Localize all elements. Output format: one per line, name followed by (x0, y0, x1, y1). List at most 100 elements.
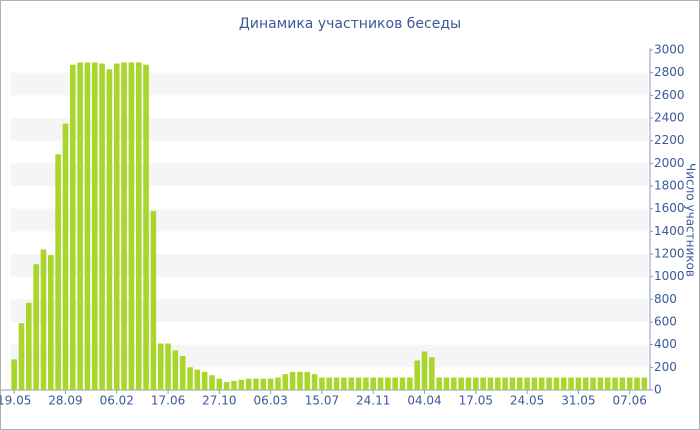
bar (260, 378, 267, 390)
bar (516, 377, 523, 390)
y-tick-label: 800 (654, 292, 677, 306)
bar (524, 377, 530, 390)
x-tick-label: 06.03 (253, 394, 287, 408)
bar (91, 62, 98, 390)
y-tick-label: 1400 (654, 224, 685, 238)
bar (538, 377, 545, 390)
y-tick-label: 400 (654, 337, 677, 351)
y-tick-label: 2400 (654, 111, 685, 125)
bar (443, 377, 450, 390)
bar (99, 63, 105, 390)
bar (157, 343, 164, 390)
bar (392, 377, 398, 390)
bar (429, 357, 435, 390)
bar (619, 377, 626, 390)
bar (319, 377, 325, 390)
bar (84, 62, 91, 390)
bar (385, 377, 391, 390)
bar (253, 378, 259, 390)
y-tick-label: 1000 (654, 269, 685, 283)
bar (326, 377, 333, 390)
y-tick-label: 200 (654, 360, 677, 374)
grid-stripe (10, 299, 648, 322)
bar (626, 377, 633, 390)
bar (546, 377, 552, 390)
bar (465, 377, 472, 390)
grid-stripe (10, 344, 648, 368)
bar (165, 343, 171, 390)
bar (143, 64, 149, 390)
bar (231, 380, 237, 390)
y-tick-label: 1800 (654, 179, 685, 193)
grid-stripe (10, 254, 648, 277)
bar (297, 371, 303, 390)
bar (18, 323, 25, 390)
bar (560, 377, 567, 390)
bar (77, 62, 83, 390)
grid-stripe (10, 208, 648, 232)
bar (128, 62, 135, 390)
bar (487, 377, 494, 390)
x-tick-label: 27.10 (202, 394, 236, 408)
bar (187, 367, 193, 390)
bar (26, 302, 32, 390)
bar (531, 377, 538, 390)
x-tick-label: 07.06 (613, 394, 647, 408)
bar (135, 62, 142, 390)
x-tick-label: 17.05 (459, 394, 493, 408)
bar (473, 377, 479, 390)
bar (201, 371, 208, 390)
bar (194, 369, 201, 390)
bar (121, 62, 127, 390)
bar (33, 264, 39, 390)
bar (275, 377, 281, 390)
bar (69, 64, 76, 390)
x-tick-label: 19.05 (0, 394, 31, 408)
bar (179, 356, 186, 390)
x-tick-label: 24.05 (510, 394, 544, 408)
bar (590, 377, 596, 390)
grid-stripe (10, 163, 648, 186)
bar (634, 377, 640, 390)
y-tick-label: 2000 (654, 156, 685, 170)
bar (363, 377, 369, 390)
x-tick-label: 17.06 (151, 394, 185, 408)
bar (62, 123, 69, 391)
bar (11, 359, 17, 390)
bar (333, 377, 340, 390)
bar (582, 377, 589, 390)
bar (341, 377, 347, 390)
bar (223, 382, 230, 390)
bar (113, 63, 120, 390)
bar (355, 377, 362, 390)
bar (216, 378, 223, 390)
bar (436, 377, 442, 390)
y-tick-label: 600 (654, 315, 677, 329)
bar (494, 377, 501, 390)
bar (172, 350, 179, 390)
y-tick-label: 2800 (654, 65, 685, 79)
bar (55, 154, 61, 390)
x-tick-label: 31.05 (561, 394, 595, 408)
bar (40, 249, 47, 390)
bar (451, 377, 457, 390)
bar (458, 377, 464, 390)
bar (604, 377, 611, 390)
bar (209, 375, 215, 390)
bar (289, 371, 296, 390)
bar (370, 377, 377, 390)
grid-stripe (10, 72, 648, 96)
bar (641, 377, 648, 390)
x-tick-label: 28.09 (48, 394, 82, 408)
bar (502, 377, 508, 390)
bar (48, 255, 54, 390)
bar (414, 360, 420, 390)
bar (238, 379, 245, 390)
bar (267, 378, 274, 390)
bar (150, 210, 157, 390)
x-tick-label: 04.04 (407, 394, 441, 408)
bar (480, 377, 486, 390)
y-tick-label: 0 (654, 383, 662, 397)
bar (553, 377, 560, 390)
